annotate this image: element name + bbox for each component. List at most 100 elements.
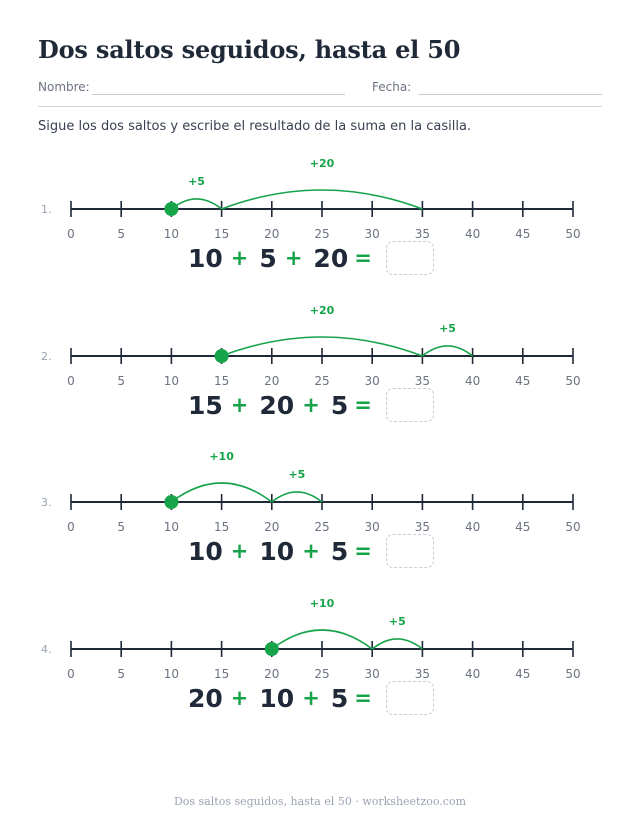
- tick-label: 0: [67, 667, 75, 679]
- equation: 15 +20 +5 =: [188, 386, 434, 424]
- tick-label: 35: [415, 374, 430, 386]
- jump-arc: [170, 198, 223, 210]
- problem-number: 3.: [41, 496, 52, 509]
- jump-arc: [271, 491, 323, 503]
- tick-label: 10: [164, 520, 179, 532]
- number-line: 3. 0 5 10 15 20 25 30 35 40 45 50 +10 +5: [41, 450, 581, 532]
- tick-label: 25: [314, 374, 329, 386]
- answer-box[interactable]: [385, 388, 434, 422]
- tick-label: 35: [415, 667, 430, 679]
- tick-label: 40: [465, 520, 480, 532]
- answer-box[interactable]: [385, 241, 434, 275]
- jump-arc: [371, 638, 423, 650]
- tick-label: 10: [164, 667, 179, 679]
- plus-sign: +: [230, 686, 249, 710]
- tick-label: 40: [465, 667, 480, 679]
- plus-sign: +: [284, 246, 303, 270]
- jump-label: +10: [310, 597, 335, 610]
- tick-label: 15: [214, 520, 229, 532]
- addend: 20: [188, 683, 223, 713]
- tick-label: 35: [415, 520, 430, 532]
- equation: 10 +5 +20 =: [188, 239, 434, 277]
- tick-label: 30: [365, 667, 380, 679]
- plus-sign: +: [302, 686, 320, 710]
- tick-label: 50: [565, 520, 580, 532]
- tick-label: 45: [515, 520, 530, 532]
- addend: 5: [330, 683, 349, 713]
- jump-label: +20: [310, 157, 335, 170]
- problem-number: 4.: [41, 643, 52, 656]
- tick-label: 20: [264, 227, 279, 239]
- jump-arc: [170, 482, 273, 503]
- date-label: Fecha:: [372, 80, 412, 94]
- number-line: 1. 0 5 10 15 20 25 30 35 40 45 50 +5 +20: [41, 157, 581, 239]
- problem-3: 3. 0 5 10 15 20 25 30 35 40 45 50 +10 +5 10 +10 +5 =: [0, 440, 640, 586]
- tick-label: 0: [67, 520, 75, 532]
- answer-box[interactable]: [385, 534, 434, 568]
- plus-sign: +: [230, 539, 249, 563]
- tick-label: 50: [565, 374, 580, 386]
- start-point: [164, 495, 179, 509]
- addend: 15: [188, 390, 223, 420]
- jump-label: +20: [310, 304, 335, 317]
- tick-label: 45: [515, 667, 530, 679]
- jump-arc: [271, 629, 373, 650]
- problem-4: 4. 0 5 10 15 20 25 30 35 40 45 50 +10 +5 20 +10 +5 =: [0, 587, 640, 733]
- name-label: Nombre:: [38, 80, 90, 94]
- number-line: 2. 0 5 10 15 20 25 30 35 40 45 50 +20 +5: [41, 304, 581, 386]
- tick-label: 20: [264, 520, 279, 532]
- tick-label: 15: [214, 667, 229, 679]
- worksheet-title: Dos saltos seguidos, hasta el 50: [38, 35, 461, 64]
- tick-label: 30: [365, 227, 380, 239]
- addend: 5: [330, 390, 349, 420]
- plus-sign: +: [302, 539, 320, 563]
- jump-label: +5: [188, 175, 205, 188]
- equals-sign: =: [354, 686, 372, 710]
- tick-label: 5: [117, 520, 125, 532]
- answer-box[interactable]: [385, 681, 434, 715]
- tick-label: 50: [565, 667, 580, 679]
- addend: 5: [259, 243, 277, 273]
- problem-number: 2.: [41, 350, 52, 363]
- number-line: 4. 0 5 10 15 20 25 30 35 40 45 50 +10 +5: [41, 597, 581, 679]
- tick-label: 10: [164, 227, 179, 239]
- tick-label: 40: [465, 227, 480, 239]
- equation: 10 +10 +5 =: [188, 532, 434, 570]
- tick-label: 15: [214, 374, 229, 386]
- jump-arc: [221, 189, 423, 210]
- jump-label: +5: [439, 322, 456, 335]
- equals-sign: =: [354, 393, 372, 417]
- tick-label: 45: [515, 374, 530, 386]
- start-point: [214, 349, 229, 363]
- tick-label: 45: [515, 227, 530, 239]
- start-point: [264, 642, 279, 656]
- plus-sign: +: [230, 393, 249, 417]
- tick-label: 0: [67, 374, 75, 386]
- footer: Dos saltos seguidos, hasta el 50 · works…: [173, 795, 467, 808]
- tick-label: 15: [214, 227, 229, 239]
- equals-sign: =: [354, 539, 372, 563]
- tick-label: 20: [264, 374, 279, 386]
- jump-label: +5: [288, 468, 305, 481]
- name-field[interactable]: [92, 94, 345, 95]
- tick-label: 25: [314, 227, 329, 239]
- plus-sign: +: [230, 246, 249, 270]
- start-point: [164, 202, 179, 216]
- tick-label: 40: [465, 374, 480, 386]
- equals-sign: =: [354, 246, 372, 270]
- problem-2: 2. 0 5 10 15 20 25 30 35 40 45 50 +20 +5 15 +20 +5 =: [0, 294, 640, 440]
- date-field[interactable]: [418, 94, 602, 95]
- tick-label: 25: [314, 667, 329, 679]
- addend: 5: [330, 536, 349, 566]
- tick-label: 30: [365, 520, 380, 532]
- tick-label: 20: [264, 667, 279, 679]
- header-divider: [38, 106, 602, 107]
- tick-label: 25: [314, 520, 329, 532]
- tick-label: 5: [117, 374, 125, 386]
- tick-label: 50: [565, 227, 580, 239]
- jump-label: +5: [389, 615, 406, 628]
- instructions: Sigue los dos saltos y escribe el result…: [38, 119, 472, 134]
- problem-1: 1. 0 5 10 15 20 25 30 35 40 45 50 +5 +20 10 +5 +20 =: [0, 147, 640, 293]
- addend: 20: [313, 243, 349, 273]
- plus-sign: +: [302, 393, 320, 417]
